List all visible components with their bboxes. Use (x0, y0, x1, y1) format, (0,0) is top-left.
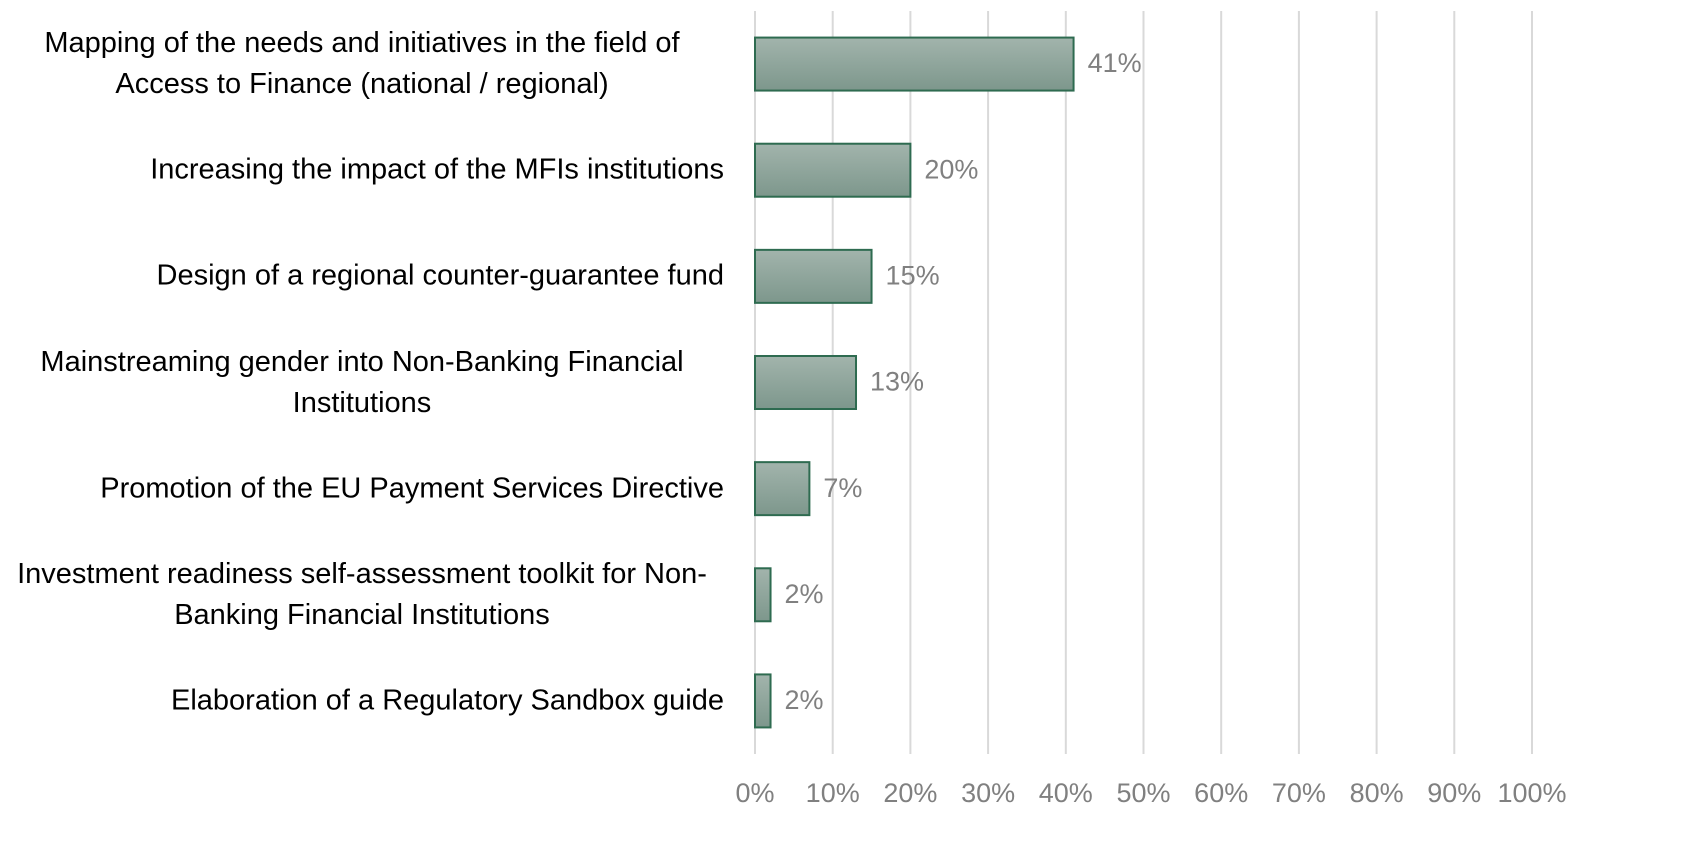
category-text: Mainstreaming gender into Non-Banking Fi… (40, 345, 684, 419)
category-label: Investment readiness self-assessment too… (0, 554, 724, 636)
value-label: 20% (924, 154, 978, 184)
category-label: Mainstreaming gender into Non-Banking Fi… (0, 342, 724, 424)
value-label: 15% (886, 260, 940, 290)
category-text: Promotion of the EU Payment Services Dir… (100, 472, 724, 505)
value-label: 41% (1088, 48, 1142, 78)
bar (754, 248, 873, 304)
x-tick-label: 70% (1272, 778, 1326, 808)
category-text: Elaboration of a Regulatory Sandbox guid… (171, 684, 724, 717)
x-tick-label: 100% (1497, 778, 1566, 808)
value-label: 13% (870, 367, 924, 397)
x-tick-label: 0% (735, 778, 774, 808)
category-label: Mapping of the needs and initiatives in … (0, 23, 724, 105)
category-text: Mapping of the needs and initiatives in … (44, 27, 680, 101)
bar (754, 673, 772, 729)
category-label: Design of a regional counter-guarantee f… (0, 256, 725, 297)
x-tick-label: 60% (1194, 778, 1248, 808)
bar (754, 36, 1075, 92)
x-tick-label: 10% (806, 778, 860, 808)
category-text: Increasing the impact of the MFIs instit… (150, 153, 724, 186)
bar (754, 355, 858, 410)
bar (754, 142, 912, 198)
category-text: Investment readiness self-assessment too… (17, 557, 707, 631)
x-tick-label: 30% (961, 778, 1015, 808)
x-tick-label: 80% (1350, 778, 1404, 808)
x-tick-label: 20% (883, 778, 937, 808)
bar (754, 567, 772, 623)
category-label: Elaboration of a Regulatory Sandbox guid… (0, 680, 724, 721)
value-label: 7% (823, 473, 862, 503)
category-label: Increasing the impact of the MFIs instit… (0, 150, 724, 191)
x-tick-label: 50% (1116, 778, 1170, 808)
bar (754, 461, 811, 517)
category-label: Promotion of the EU Payment Services Dir… (0, 468, 724, 509)
value-label: 2% (785, 685, 824, 715)
x-tick-label: 40% (1039, 778, 1093, 808)
category-text: Design of a regional counter-guarantee f… (156, 259, 725, 292)
x-tick-label: 90% (1427, 778, 1481, 808)
value-label: 2% (785, 579, 824, 609)
